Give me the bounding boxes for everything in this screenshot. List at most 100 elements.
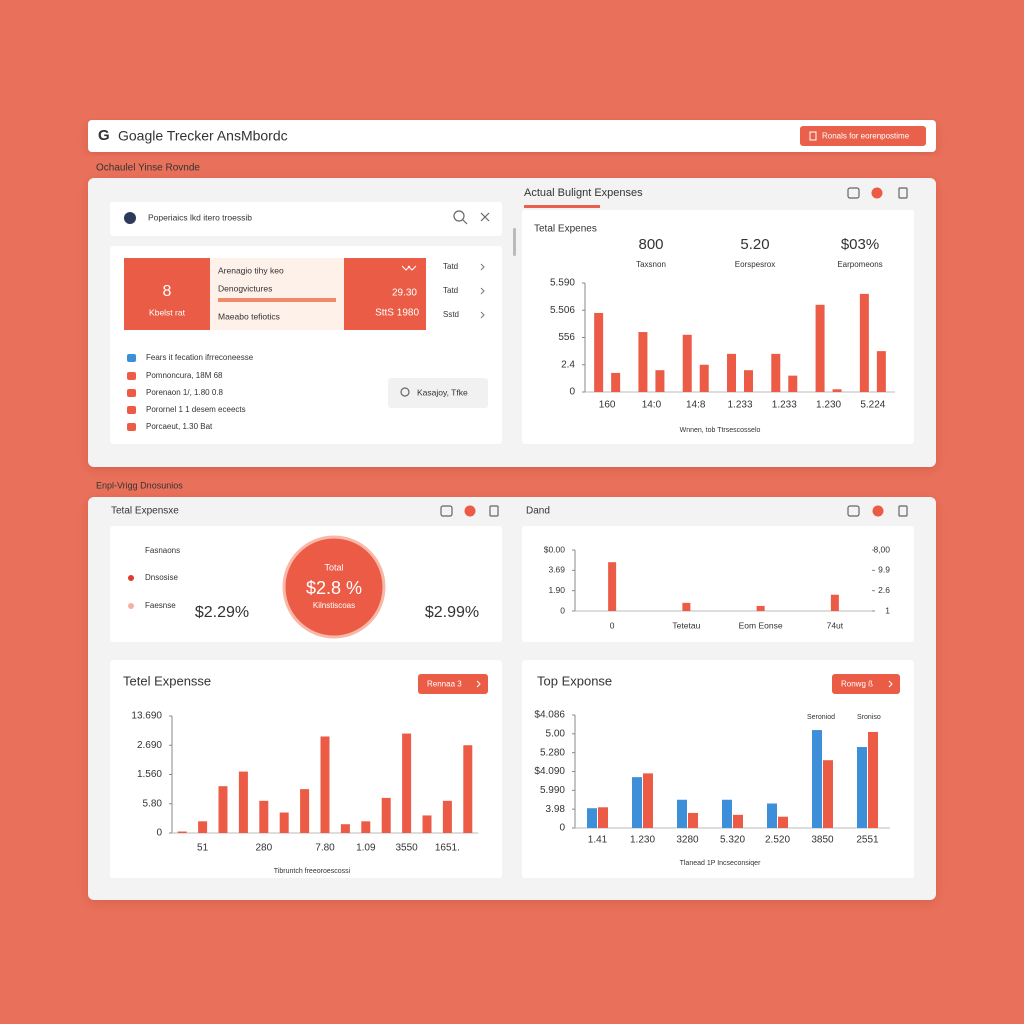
y-tick-label: 0	[569, 387, 575, 398]
x-axis-label: Tlanead 1P Incseconsiqer	[680, 860, 761, 867]
bar	[655, 370, 665, 392]
close-icon[interactable]	[480, 212, 490, 222]
legend-dot	[128, 603, 134, 609]
doc-icon[interactable]	[898, 187, 908, 199]
list-item[interactable]: Porcaeut, 1.30 Bat	[146, 422, 213, 431]
bar	[812, 730, 822, 828]
list-item[interactable]: Porornel 1 1 desem eceects	[146, 405, 246, 414]
kpi-value: 5.20	[740, 236, 769, 253]
x-tick-label: 1651.	[435, 843, 460, 854]
top-bar	[88, 120, 936, 152]
side-item[interactable]: Tatd	[443, 262, 458, 271]
record-icon[interactable]	[872, 505, 884, 517]
stat-value: $2.99%	[425, 604, 479, 621]
filter-button[interactable]	[832, 674, 900, 694]
bar	[594, 312, 604, 392]
doc-icon[interactable]	[489, 505, 499, 517]
list-item[interactable]: Pomnoncura, 18M 68	[146, 371, 223, 380]
bar	[857, 747, 867, 828]
legend-label: Faesnse	[145, 601, 176, 610]
x-tick-label: 2551	[856, 835, 879, 846]
side-item[interactable]: Tatd	[443, 286, 458, 295]
camera-icon[interactable]	[847, 505, 860, 517]
highlight-line: Denogvictures	[218, 283, 272, 293]
logo: G	[98, 127, 110, 144]
y-tick-label: 0	[559, 823, 565, 834]
x-axis-label: Tibruntch freeoroescossi	[274, 868, 351, 875]
search-icon	[462, 219, 468, 225]
legend-dot	[128, 575, 134, 581]
bar	[320, 736, 330, 833]
y-tick-label: 1.560	[137, 769, 162, 780]
x-tick-label: 5.320	[720, 835, 745, 846]
bar	[177, 831, 187, 833]
record-icon[interactable]	[464, 505, 476, 517]
x-tick-label: 2.520	[765, 835, 790, 846]
x-tick-label: 3850	[811, 835, 834, 846]
bar	[587, 808, 597, 828]
y2-tick-label: 2.6	[878, 585, 890, 595]
filter-button-label: Rennaa 3	[427, 680, 462, 689]
list-item[interactable]: Porenaon 1/, 1.80 0.8	[146, 388, 224, 397]
x-tick-label: 74ut	[827, 620, 844, 630]
bar	[608, 562, 617, 611]
bar	[463, 745, 473, 833]
bar	[361, 821, 371, 833]
bar	[733, 814, 743, 828]
bar	[832, 389, 842, 392]
list-item[interactable]: Fears it fecation ifrreconeesse	[146, 353, 254, 362]
y-tick-label: $4.086	[534, 710, 565, 721]
chevron	[888, 680, 893, 688]
bar	[778, 816, 788, 828]
action-icon	[400, 387, 410, 397]
x-tick-label: 3280	[676, 835, 699, 846]
bar	[788, 375, 798, 392]
x-tick-label: 1.233	[727, 400, 752, 411]
bar	[300, 789, 310, 833]
bar	[699, 364, 709, 392]
y-tick-label: 2.690	[137, 740, 162, 751]
button-icon	[809, 131, 817, 141]
header-button[interactable]	[800, 126, 926, 146]
side-item[interactable]: Sstd	[443, 310, 459, 319]
camera-icon[interactable]	[440, 505, 453, 517]
kpi-label: Earpomeons	[837, 260, 882, 269]
total-circle	[282, 535, 386, 639]
kpi-value: 800	[638, 236, 663, 253]
action-button[interactable]	[388, 378, 488, 408]
x-tick-label: 0	[610, 620, 615, 630]
bar	[218, 786, 228, 833]
legend-label: Fasnaons	[145, 546, 180, 555]
x-tick-label: 7.80	[315, 843, 335, 854]
y-tick-label: 0	[560, 605, 565, 615]
y-tick-label: 5.590	[550, 278, 575, 289]
bar	[442, 800, 452, 833]
highlight-line: Maeabo tefiotics	[218, 311, 280, 321]
circle-value: $2.8 %	[306, 578, 362, 598]
search-icon[interactable]	[453, 210, 465, 222]
doc-icon[interactable]	[898, 505, 908, 517]
highlight-line: Arenagio tihy keo	[218, 265, 284, 275]
x-tick-label: Eom Eonse	[739, 620, 783, 630]
bar	[259, 800, 269, 833]
y-tick-label: 5.280	[540, 747, 565, 758]
camera-icon[interactable]	[847, 187, 860, 199]
record-icon[interactable]	[871, 187, 883, 199]
bar	[756, 605, 765, 611]
x-tick-label: Tetetau	[672, 620, 700, 630]
search-box[interactable]	[110, 202, 502, 236]
bar	[422, 815, 432, 833]
bar	[830, 594, 839, 611]
list-icon	[127, 423, 136, 431]
bar	[279, 812, 289, 833]
bar	[677, 799, 687, 828]
highlight-caption: Kbelst rat	[149, 307, 186, 317]
x-tick-label: 1.233	[772, 400, 797, 411]
chart-title: Tetel Expensse	[123, 673, 211, 688]
filter-button[interactable]	[418, 674, 488, 694]
highlight-number: 8	[163, 283, 172, 300]
kpi-label: Eorspesrox	[735, 260, 775, 269]
bar	[744, 370, 753, 392]
